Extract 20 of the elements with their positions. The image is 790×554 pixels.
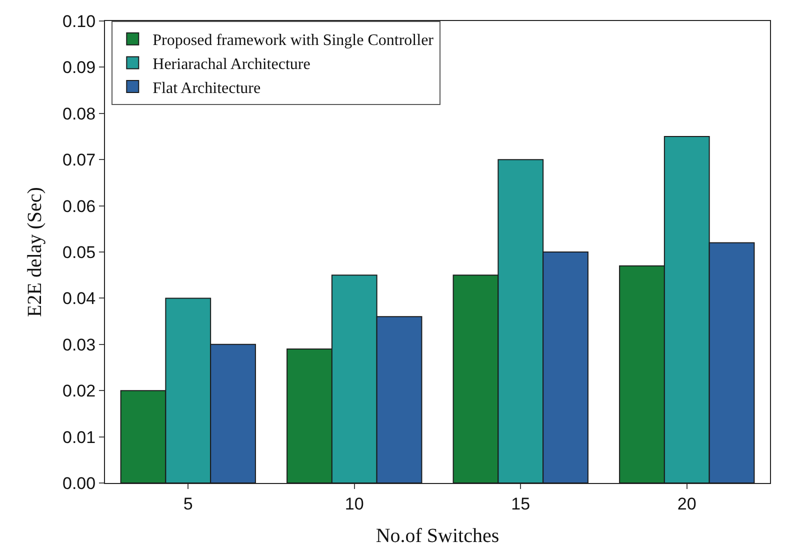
y-tick-label: 0.06: [62, 196, 96, 216]
y-tick-label: 0.09: [62, 58, 96, 78]
y-axis-title: E2E delay (Sec): [24, 187, 46, 317]
x-tick-label: 15: [511, 494, 530, 514]
y-tick-label: 0.02: [62, 382, 96, 401]
y-tick-label: 0.03: [62, 335, 96, 354]
x-tick-label: 5: [183, 494, 193, 514]
y-tick-label: 0.08: [62, 104, 96, 124]
x-tick-label: 10: [344, 494, 364, 514]
y-tick-label: 0.04: [62, 289, 96, 308]
legend-label: Heriarachal Architecture: [152, 56, 310, 73]
y-tick-label: 0.10: [62, 12, 96, 31]
legend-label: Proposed framework with Single Controller: [152, 32, 434, 50]
x-tick-label: 20: [677, 494, 696, 514]
y-tick-label: 0.07: [62, 150, 96, 170]
y-tick-label: 0.00: [62, 474, 96, 493]
legend-label: Flat Architecture: [152, 80, 261, 97]
x-axis-title: No.of Switches: [376, 524, 500, 547]
y-tick-label: 0.01: [62, 428, 96, 447]
y-tick-label: 0.05: [62, 242, 96, 262]
